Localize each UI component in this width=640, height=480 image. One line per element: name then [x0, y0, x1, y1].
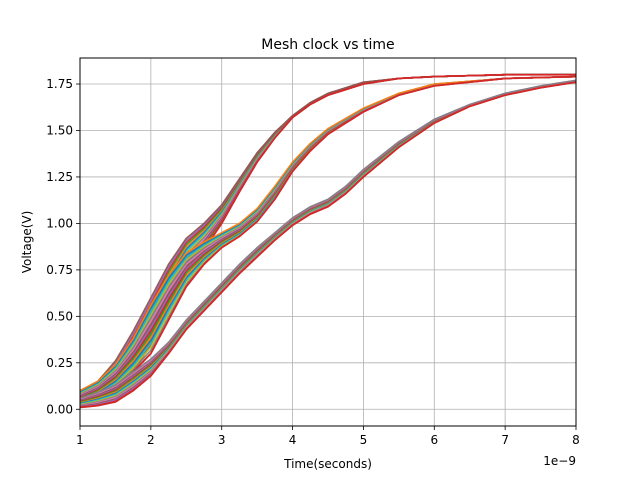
x-tick-label: 4: [289, 433, 297, 447]
chart-title: Mesh clock vs time: [261, 37, 394, 53]
x-offset-label: 1e−9: [543, 454, 576, 468]
y-tick-label: 0.75: [46, 263, 73, 277]
y-tick-label: 0.00: [46, 402, 73, 416]
x-tick-label: 1: [76, 433, 84, 447]
x-tick-label: 3: [218, 433, 226, 447]
x-axis-ticks: 1 2 3 4 5 6 7 8: [76, 426, 580, 447]
x-tick-label: 2: [147, 433, 155, 447]
series-group: [80, 73, 576, 409]
x-tick-label: 8: [572, 433, 580, 447]
y-tick-label: 1.50: [46, 123, 73, 137]
y-tick-label: 0.50: [46, 309, 73, 323]
y-axis-ticks: 0.00 0.25 0.50 0.75 1.00 1.25 1.50 1.75: [46, 77, 80, 416]
y-tick-label: 1.00: [46, 216, 73, 230]
y-tick-label: 1.75: [46, 77, 73, 91]
x-tick-label: 7: [501, 433, 509, 447]
x-tick-label: 6: [430, 433, 438, 447]
x-tick-label: 5: [360, 433, 368, 447]
plot-area-background: [80, 58, 576, 426]
plot-frame: [79, 57, 577, 427]
y-tick-label: 1.25: [46, 170, 73, 184]
y-tick-label: 0.25: [46, 356, 73, 370]
y-axis-label: Voltage(V): [20, 211, 34, 274]
series-line-band-3: [80, 79, 576, 399]
x-axis-label: Time(seconds): [283, 457, 372, 471]
series-edge-line-band-2: [80, 75, 576, 403]
series-edge-line-band-3: [80, 81, 576, 409]
